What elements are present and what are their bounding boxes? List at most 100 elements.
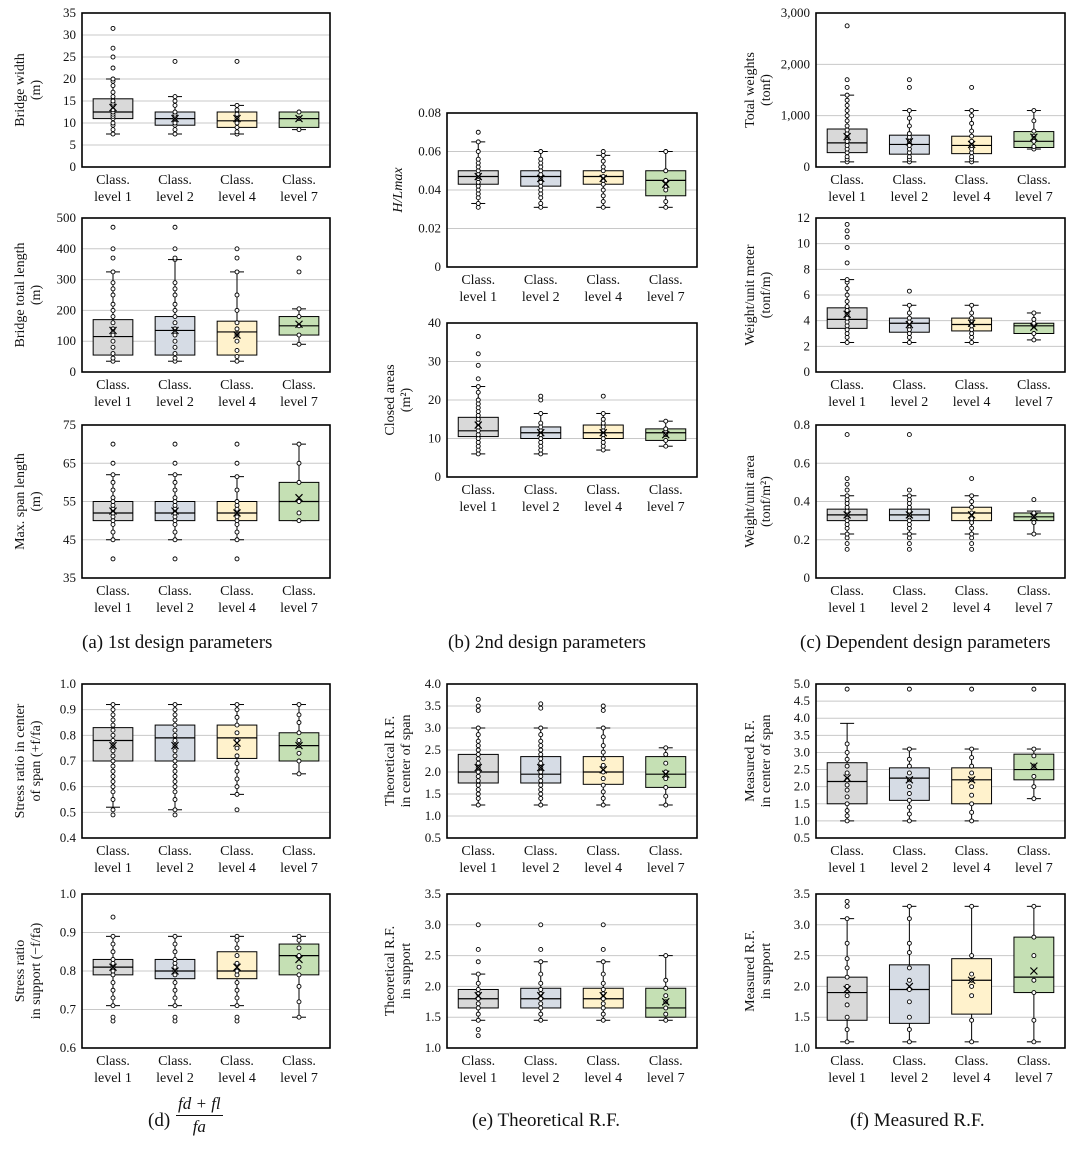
data-point bbox=[844, 142, 850, 148]
box-stress-ratio-center-1 bbox=[92, 702, 134, 818]
y-axis-label: Weight/unit area bbox=[743, 454, 758, 547]
data-point bbox=[110, 292, 116, 298]
y-axis-label: in support (−f/fa) bbox=[29, 922, 44, 1019]
data-point bbox=[296, 983, 302, 989]
x-category-label: level 4 bbox=[218, 395, 256, 410]
data-point bbox=[1031, 520, 1037, 525]
box-closed-areas-1 bbox=[457, 334, 499, 457]
y-tick-label: 1,000 bbox=[781, 108, 810, 123]
data-point bbox=[172, 1014, 178, 1020]
data-point bbox=[844, 221, 850, 227]
data-point bbox=[475, 179, 481, 185]
x-category-label: Class. bbox=[1017, 1054, 1051, 1069]
y-tick-label: 10 bbox=[797, 236, 810, 251]
data-point bbox=[969, 818, 975, 824]
data-point bbox=[172, 712, 178, 718]
data-point bbox=[234, 120, 240, 126]
data-point bbox=[538, 787, 544, 793]
chart-weight-unit-meter: 0 2 4 6 8 10 12 Class. level 1 Class. level 2 Class… bbox=[743, 210, 1066, 410]
mean-marker bbox=[171, 326, 179, 335]
data-point bbox=[475, 769, 481, 775]
box-total-weights-3 bbox=[951, 84, 993, 165]
box-measured-rf-support-1 bbox=[826, 898, 868, 1045]
caption-a: (a) 1st design parameters bbox=[82, 632, 273, 653]
y-tick-label: 4.5 bbox=[794, 693, 810, 708]
data-point bbox=[110, 280, 116, 286]
data-point bbox=[110, 120, 116, 126]
data-point bbox=[234, 730, 240, 736]
x-category-label: Class. bbox=[282, 173, 316, 188]
box-weight-unit-area-2 bbox=[888, 432, 930, 552]
y-tick-label: 0.6 bbox=[60, 1040, 77, 1055]
data-point bbox=[1031, 128, 1037, 134]
data-point bbox=[110, 980, 116, 985]
box-weight-unit-area-4 bbox=[1013, 497, 1055, 537]
data-point bbox=[600, 1005, 606, 1011]
y-tick-label: 4 bbox=[804, 313, 811, 328]
data-point bbox=[296, 933, 302, 939]
y-axis-label: of span (+f/fa) bbox=[29, 720, 44, 801]
data-point bbox=[234, 953, 240, 959]
data-point bbox=[538, 1005, 544, 1011]
y-axis-label: Measured R.F. bbox=[743, 930, 758, 1012]
box-h-over-lmax-1 bbox=[457, 129, 499, 210]
x-category-label: Class. bbox=[158, 378, 192, 393]
data-point bbox=[234, 255, 240, 261]
data-point bbox=[110, 45, 116, 51]
x-category-label: Class. bbox=[524, 483, 558, 498]
data-point bbox=[600, 725, 606, 731]
x-category-label: level 7 bbox=[1015, 1071, 1053, 1086]
caption-d-prefix: (d) bbox=[148, 1110, 171, 1131]
mean-marker bbox=[905, 775, 914, 784]
data-point bbox=[906, 797, 912, 803]
y-tick-label: 75 bbox=[63, 417, 76, 432]
data-point bbox=[663, 426, 669, 432]
data-point bbox=[110, 933, 116, 939]
data-point bbox=[475, 362, 481, 368]
data-point bbox=[969, 525, 975, 531]
plot-frame bbox=[81, 893, 331, 1049]
mean-marker bbox=[905, 137, 914, 146]
data-point bbox=[234, 707, 240, 713]
data-point bbox=[600, 996, 606, 1002]
data-point bbox=[969, 792, 975, 798]
data-point bbox=[296, 758, 302, 764]
data-point bbox=[844, 315, 850, 321]
data-point bbox=[296, 945, 302, 951]
y-tick-label: 0.04 bbox=[418, 182, 441, 197]
data-point bbox=[296, 109, 302, 115]
data-point bbox=[475, 168, 481, 174]
data-point bbox=[172, 479, 178, 485]
data-point bbox=[172, 732, 178, 738]
data-point bbox=[844, 993, 850, 999]
data-point bbox=[296, 127, 302, 133]
data-point bbox=[600, 987, 606, 992]
y-axis-label: Total weights bbox=[743, 52, 758, 128]
data-point bbox=[110, 495, 116, 501]
data-point bbox=[663, 443, 669, 449]
x-category-label: Class. bbox=[282, 1054, 316, 1069]
x-category-label: level 4 bbox=[584, 500, 622, 515]
x-category-label: Class. bbox=[830, 378, 864, 393]
data-point bbox=[600, 204, 606, 210]
data-point bbox=[844, 334, 850, 340]
data-point bbox=[600, 1011, 606, 1017]
data-point bbox=[969, 340, 975, 345]
data-point bbox=[538, 436, 544, 441]
data-point bbox=[172, 949, 178, 955]
data-point bbox=[475, 139, 481, 145]
data-point bbox=[600, 164, 606, 170]
data-point bbox=[906, 940, 912, 946]
box-max-span-length-2 bbox=[154, 441, 196, 562]
data-point bbox=[600, 756, 606, 762]
data-point bbox=[906, 965, 912, 971]
data-point bbox=[475, 149, 481, 154]
data-point bbox=[538, 725, 544, 731]
data-point bbox=[1031, 144, 1037, 149]
data-point bbox=[475, 160, 481, 166]
y-tick-label: 1.0 bbox=[425, 1040, 441, 1055]
data-point bbox=[172, 717, 178, 723]
mean-marker bbox=[109, 326, 117, 335]
data-point bbox=[1031, 796, 1037, 802]
data-point bbox=[538, 802, 544, 808]
